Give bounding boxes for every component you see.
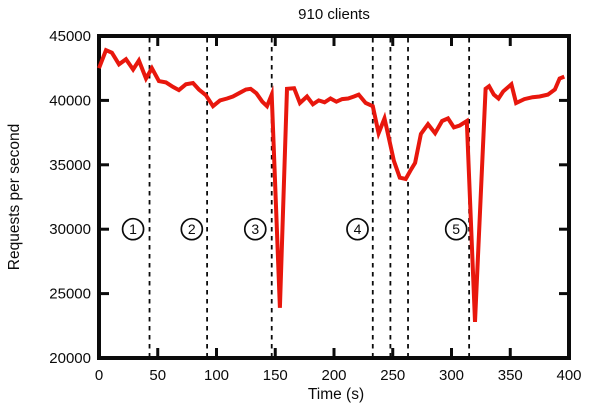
plot-area: 0 50 100 150 200 250 300 350 400 20000 25000 30000 3… <box>49 28 581 384</box>
annotation-number-4: 4 <box>354 221 362 237</box>
annotation-circle-2 <box>180 217 204 241</box>
x-tick-label: 250 <box>380 367 405 384</box>
annotation-circle-1 <box>121 217 145 241</box>
x-tick-label: 100 <box>204 367 229 384</box>
x-tick-label: 50 <box>149 367 166 384</box>
plot-border <box>97 34 571 360</box>
annotation-number-2: 2 <box>188 221 196 237</box>
x-tick-label: 400 <box>556 367 581 384</box>
y-tick-label: 30000 <box>49 221 91 238</box>
annotation-number-1: 1 <box>129 221 137 237</box>
x-tick-label: 350 <box>498 367 523 384</box>
x-tick-label: 200 <box>321 367 346 384</box>
annotation-number-5: 5 <box>452 221 460 237</box>
annotation-circle-5 <box>444 217 468 241</box>
y-tick-label: 20000 <box>49 350 91 367</box>
x-tick-label: 150 <box>263 367 288 384</box>
annotation-circle-4 <box>346 217 369 241</box>
x-tick-label: 300 <box>439 367 464 384</box>
y-tick-label: 25000 <box>49 286 91 303</box>
y-tick-label: 40000 <box>49 92 91 109</box>
annotation-number-3: 3 <box>251 221 259 237</box>
y-axis-label: Requests per second <box>6 124 23 270</box>
annotation-circle-3 <box>243 217 267 241</box>
x-tick-label: 0 <box>95 367 103 384</box>
y-tick-label: 35000 <box>49 157 91 174</box>
x-axis-label: Time (s) <box>308 386 364 403</box>
chart-title: 910 clients <box>298 6 370 23</box>
data-series-line <box>97 47 566 322</box>
y-tick-label: 45000 <box>49 28 91 45</box>
